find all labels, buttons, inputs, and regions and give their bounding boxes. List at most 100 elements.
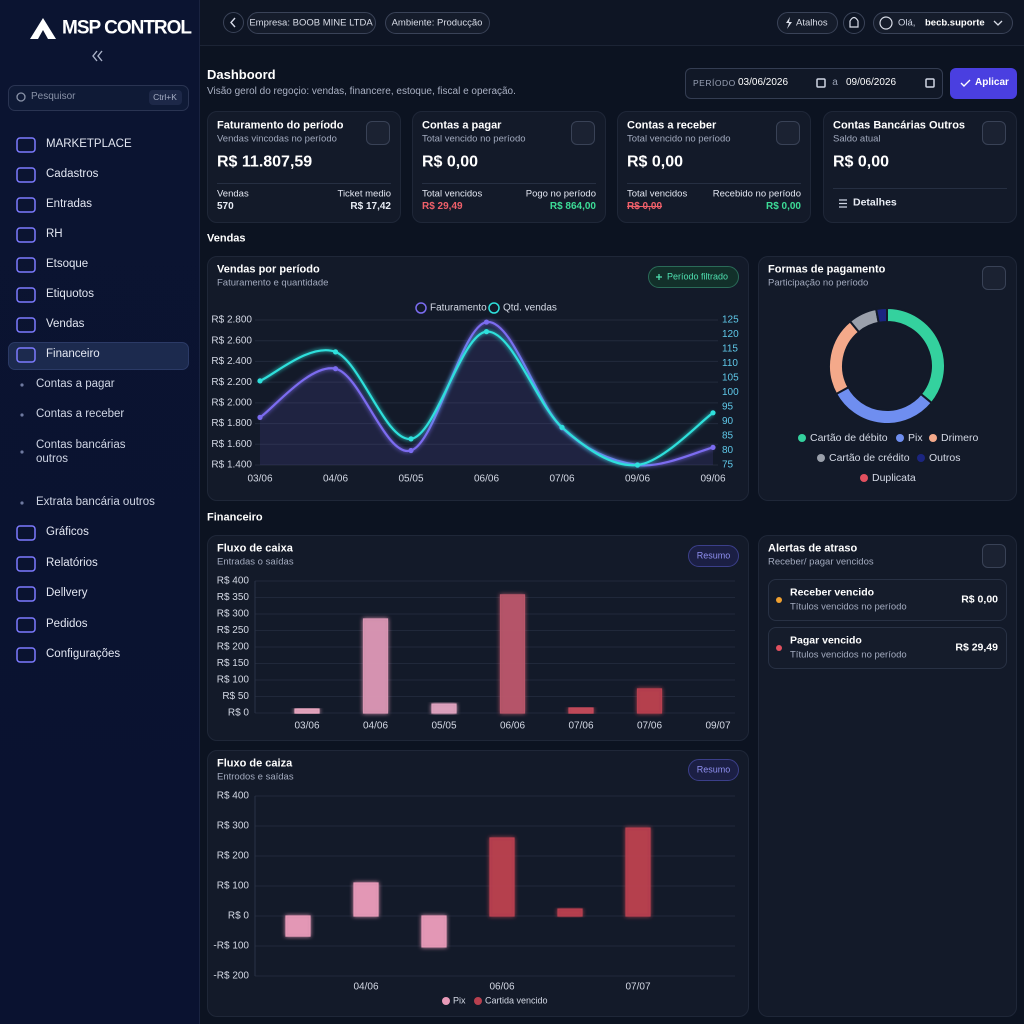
chart-title: Formas de pagamento	[768, 263, 886, 276]
nav-item[interactable]: MARKETPLACE	[46, 138, 132, 151]
card-value: R$ 0,00	[422, 153, 479, 171]
brand: MSP CONTROL	[62, 17, 192, 39]
pie-button[interactable]	[982, 266, 1006, 290]
card-link[interactable]: Detalhes	[853, 196, 897, 209]
card-metric: 570	[217, 201, 234, 212]
search-placeholder: Pesquisor	[31, 91, 76, 102]
nav-item[interactable]: Relatórios	[46, 557, 98, 570]
chart-subtitle: Faturamento e quantidade	[217, 277, 329, 289]
card-title: Contas a pagar	[422, 119, 502, 132]
nav-item[interactable]: Dellvery	[46, 587, 88, 600]
company-pill[interactable]	[247, 12, 376, 34]
alert-subtitle: Títulos vencidos no período	[790, 649, 907, 661]
environment[interactable]: Ambiente: Producção	[391, 17, 483, 29]
card-subtitle: Total vencido no período	[422, 133, 526, 145]
end-date[interactable]: 09/06/2026	[846, 77, 897, 88]
chart-title: Fluxo de caiza	[217, 757, 293, 770]
sub-nav-item[interactable]: Extrata bancária outros	[36, 496, 155, 509]
user[interactable]: becb.suporte	[925, 17, 985, 29]
bell-button[interactable]	[843, 12, 865, 34]
section-title: Vendas	[207, 232, 246, 245]
chart-button[interactable]: Resumo	[696, 764, 731, 775]
alert-value: R$ 0,00	[961, 593, 998, 606]
user-pill[interactable]	[873, 12, 1013, 34]
divider	[217, 183, 391, 184]
apply[interactable]: Aplicar	[975, 77, 1009, 88]
chart-subtitle: Entradas o saídas	[217, 556, 294, 568]
sub-nav-item[interactable]: Contas a receber	[36, 408, 125, 421]
card-title: Contas Bancárias Outros	[833, 119, 966, 132]
chart-button[interactable]: Período filtrado	[667, 271, 729, 282]
summary-button[interactable]	[688, 759, 739, 781]
nav-item[interactable]: Configurações	[46, 648, 121, 661]
divider	[833, 188, 1007, 189]
alert-value: R$ 29,49	[955, 641, 998, 654]
chart-panel	[207, 750, 749, 1017]
summary-button[interactable]	[688, 545, 739, 567]
alert-item[interactable]	[768, 627, 1007, 669]
card-metric: R$ 0,00	[627, 201, 663, 212]
nav-item[interactable]: Entradas	[46, 198, 93, 211]
shortcuts[interactable]: Atalhos	[796, 17, 828, 29]
card-label: Total vencidos	[422, 188, 483, 200]
sub-nav-item[interactable]: Contas bancárias outros	[36, 439, 126, 465]
nav-item[interactable]: Vendas	[46, 318, 85, 331]
chart-title: Vendas por período	[217, 263, 320, 276]
divider	[627, 183, 801, 184]
card-value: R$ 11.807,59	[217, 153, 313, 171]
card-metric: R$ 17,42	[350, 201, 391, 212]
nav-item[interactable]: Financeiro	[46, 348, 100, 361]
card-icon	[776, 121, 800, 145]
env-pill[interactable]	[385, 12, 490, 34]
card-label: Total vencidos	[627, 188, 688, 200]
nav-active	[8, 342, 189, 370]
sub-nav-item[interactable]: Contas a pagar	[36, 378, 115, 391]
alert-title: Receber vencido	[790, 586, 875, 599]
card-label: Recebido no período	[712, 188, 801, 200]
nav-item[interactable]: Gráficos	[46, 526, 89, 539]
chart-button[interactable]: Resumo	[696, 550, 731, 561]
card-subtitle: Saldo atual	[833, 133, 881, 145]
card-metric: R$ 864,00	[549, 201, 596, 212]
divider	[422, 183, 596, 184]
shortcuts-pill[interactable]	[777, 12, 838, 34]
nav-item[interactable]: Cadastros	[46, 168, 99, 181]
card-value: R$ 0,00	[627, 153, 684, 171]
alerts-icon	[982, 544, 1006, 568]
greeting: Olá,	[898, 17, 916, 29]
nav-item[interactable]: Etsoque	[46, 258, 89, 271]
card-label: Vendas	[217, 188, 249, 200]
alerts-subtitle: Receber/ pagar vencidos	[768, 556, 874, 568]
nav-item[interactable]: Etiquotos	[46, 288, 94, 301]
card-subtitle: Vendas vincodas no período	[217, 133, 337, 145]
chart-subtitle: Entrodos e saídas	[217, 771, 294, 783]
shortcut: Ctrl+K	[153, 91, 177, 102]
card-label: Ticket medio	[337, 188, 392, 200]
page-title: Dashboord	[207, 67, 276, 83]
nav-item[interactable]: RH	[46, 228, 63, 241]
alert-item[interactable]	[768, 579, 1007, 621]
card-icon	[982, 121, 1006, 145]
separator: a	[832, 77, 838, 88]
sidebar	[0, 0, 200, 1024]
start-date[interactable]: 03/06/2026	[738, 77, 789, 88]
alert-subtitle: Títulos vencidos no período	[790, 601, 907, 613]
card-label: Pogo no período	[525, 188, 596, 200]
period-label: PERÍODO	[693, 77, 736, 88]
card-subtitle: Total vencido no período	[627, 133, 731, 145]
nav-item[interactable]: Pedidos	[46, 618, 88, 631]
shortcut-pill	[149, 90, 182, 105]
filter-button[interactable]	[648, 266, 739, 288]
period-box	[685, 68, 943, 99]
card-title: Contas a receber	[627, 119, 717, 132]
card-icon	[366, 121, 390, 145]
section-title: Financeiro	[207, 511, 263, 524]
company[interactable]: Empresa: BOOB MINE LTDA	[249, 17, 373, 29]
back-button[interactable]	[223, 12, 244, 33]
alerts-title: Alertas de atraso	[768, 542, 858, 555]
alert-title: Pagar vencido	[790, 634, 862, 647]
chart-subtitle: Participação no período	[768, 277, 869, 289]
card-value: R$ 0,00	[833, 153, 890, 171]
chart-panel	[207, 256, 749, 501]
